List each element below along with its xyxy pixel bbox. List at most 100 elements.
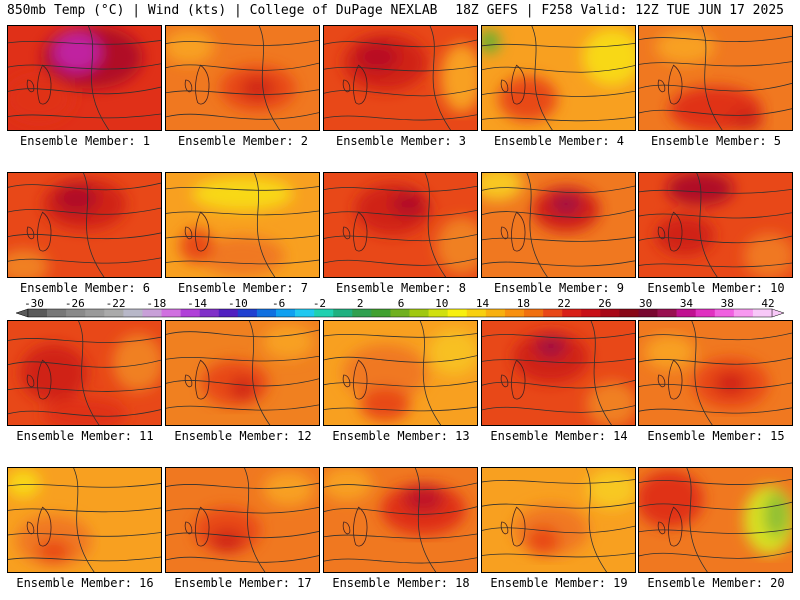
height-contour-line	[324, 482, 477, 491]
ensemble-map-panel	[7, 172, 162, 278]
ensemble-member-label: Ensemble Member: 17	[174, 576, 312, 590]
height-contour-line	[166, 39, 319, 46]
temperature-anomaly-region	[8, 249, 49, 277]
height-contour-line	[639, 551, 792, 559]
temperature-anomaly-region	[586, 468, 635, 509]
colorbar-tick-label: 38	[721, 297, 734, 310]
colorbar-swatch	[161, 309, 181, 317]
lake-outline	[26, 506, 52, 547]
temperature-field-map	[166, 321, 319, 425]
height-contour-line	[482, 236, 635, 242]
height-contour-line	[253, 173, 276, 277]
colorbar-swatch	[295, 309, 315, 317]
temperature-field-map	[482, 468, 635, 572]
temperature-anomaly-region	[192, 176, 293, 211]
temperature-field-map	[324, 26, 477, 130]
height-contour-line	[243, 468, 266, 572]
colorbar-tick-label: 42	[761, 297, 774, 310]
temperature-field-map	[639, 173, 792, 277]
height-contour-line	[482, 552, 635, 558]
colorbar-tick-label: 26	[598, 297, 611, 310]
height-contour-line	[166, 259, 319, 265]
ensemble-map-panel	[7, 467, 162, 573]
colorbar-tick-label: -26	[65, 297, 85, 310]
height-contour-line	[696, 173, 718, 277]
colorbar-swatch	[199, 309, 220, 317]
colorbar-swatch	[104, 309, 124, 317]
height-contour-line	[639, 235, 792, 244]
temperature-anomaly-region	[512, 331, 589, 384]
height-contour-line	[248, 321, 271, 425]
temperature-anomaly-region	[551, 193, 582, 215]
height-contour-line	[87, 26, 110, 130]
colorbar-swatch	[256, 309, 277, 317]
height-contour-line	[166, 329, 319, 338]
colorbar-swatch	[619, 309, 639, 317]
height-contour-line	[166, 355, 319, 362]
ensemble-member-label: Ensemble Member: 16	[16, 576, 154, 590]
temperature-anomaly-region	[359, 387, 411, 422]
height-contour-line	[639, 501, 792, 510]
height-contour-line	[482, 332, 635, 339]
temperature-anomaly-region	[535, 336, 566, 358]
height-contour-line	[73, 468, 95, 572]
lake-outline	[500, 359, 526, 400]
colorbar-tick-label: -10	[228, 297, 248, 310]
height-contour-line	[639, 212, 792, 219]
ensemble-member-label: Ensemble Member: 12	[174, 429, 312, 443]
lake-outline	[500, 64, 526, 105]
ensemble-member-label: Ensemble Member: 15	[647, 429, 785, 443]
temperature-field-map	[482, 173, 635, 277]
chart-title: 850mb Temp (°C) | Wind (kts) | College o…	[7, 3, 438, 18]
height-contour-line	[8, 336, 161, 343]
height-contour-line	[639, 357, 792, 365]
temperature-anomaly-region	[498, 75, 558, 122]
temperature-field-map	[639, 468, 792, 572]
colorbar-swatch	[66, 309, 86, 317]
temperature-anomaly-region	[729, 108, 763, 130]
ensemble-map-panel	[481, 25, 636, 131]
colorbar-tick-label: 2	[357, 297, 364, 310]
lake-outline	[657, 64, 683, 105]
height-contour-line	[166, 210, 319, 216]
ensemble-map-panel	[481, 320, 636, 426]
colorbar-swatch	[47, 309, 67, 317]
height-contour-line	[324, 233, 477, 242]
temperature-field-map	[482, 321, 635, 425]
ensemble-member-label: Ensemble Member: 20	[647, 576, 785, 590]
colorbar-swatch	[218, 309, 239, 317]
colorbar-tick-label: -2	[313, 297, 326, 310]
height-contour-line	[324, 406, 477, 412]
height-contour-line	[590, 321, 613, 425]
lake-outline	[184, 211, 210, 252]
height-contour-line	[531, 26, 553, 130]
height-contour-line	[324, 333, 477, 338]
height-contour-line	[258, 26, 281, 130]
height-contour-line	[482, 42, 635, 48]
ensemble-map-panel	[638, 320, 793, 426]
height-contour-line	[691, 321, 713, 425]
height-contour-line	[8, 182, 161, 191]
ensemble-member-label: Ensemble Member: 2	[177, 134, 309, 148]
height-contour-line	[77, 321, 100, 425]
colorbar-tick-label: -14	[187, 297, 207, 310]
height-contour-line	[8, 113, 161, 119]
colorbar-swatch	[543, 309, 563, 317]
height-contour-line	[419, 321, 442, 425]
colorbar-swatch	[276, 309, 296, 317]
temperature-anomaly-region	[764, 491, 790, 538]
ensemble-map-panel	[481, 172, 636, 278]
temperature-field-map	[324, 468, 477, 572]
ensemble-map-panel	[481, 467, 636, 573]
height-contour-line	[8, 556, 161, 562]
temperature-anomaly-region	[8, 75, 73, 122]
height-contour-line	[166, 482, 319, 489]
colorbar-tick-label: -30	[24, 297, 44, 310]
height-contour-line	[8, 482, 161, 488]
temperature-anomaly-region	[639, 470, 704, 528]
height-contour-line	[324, 380, 477, 388]
height-contour-line	[166, 235, 319, 240]
height-contour-line	[482, 90, 635, 97]
lake-outline	[26, 211, 52, 252]
height-contour-line	[8, 532, 161, 537]
